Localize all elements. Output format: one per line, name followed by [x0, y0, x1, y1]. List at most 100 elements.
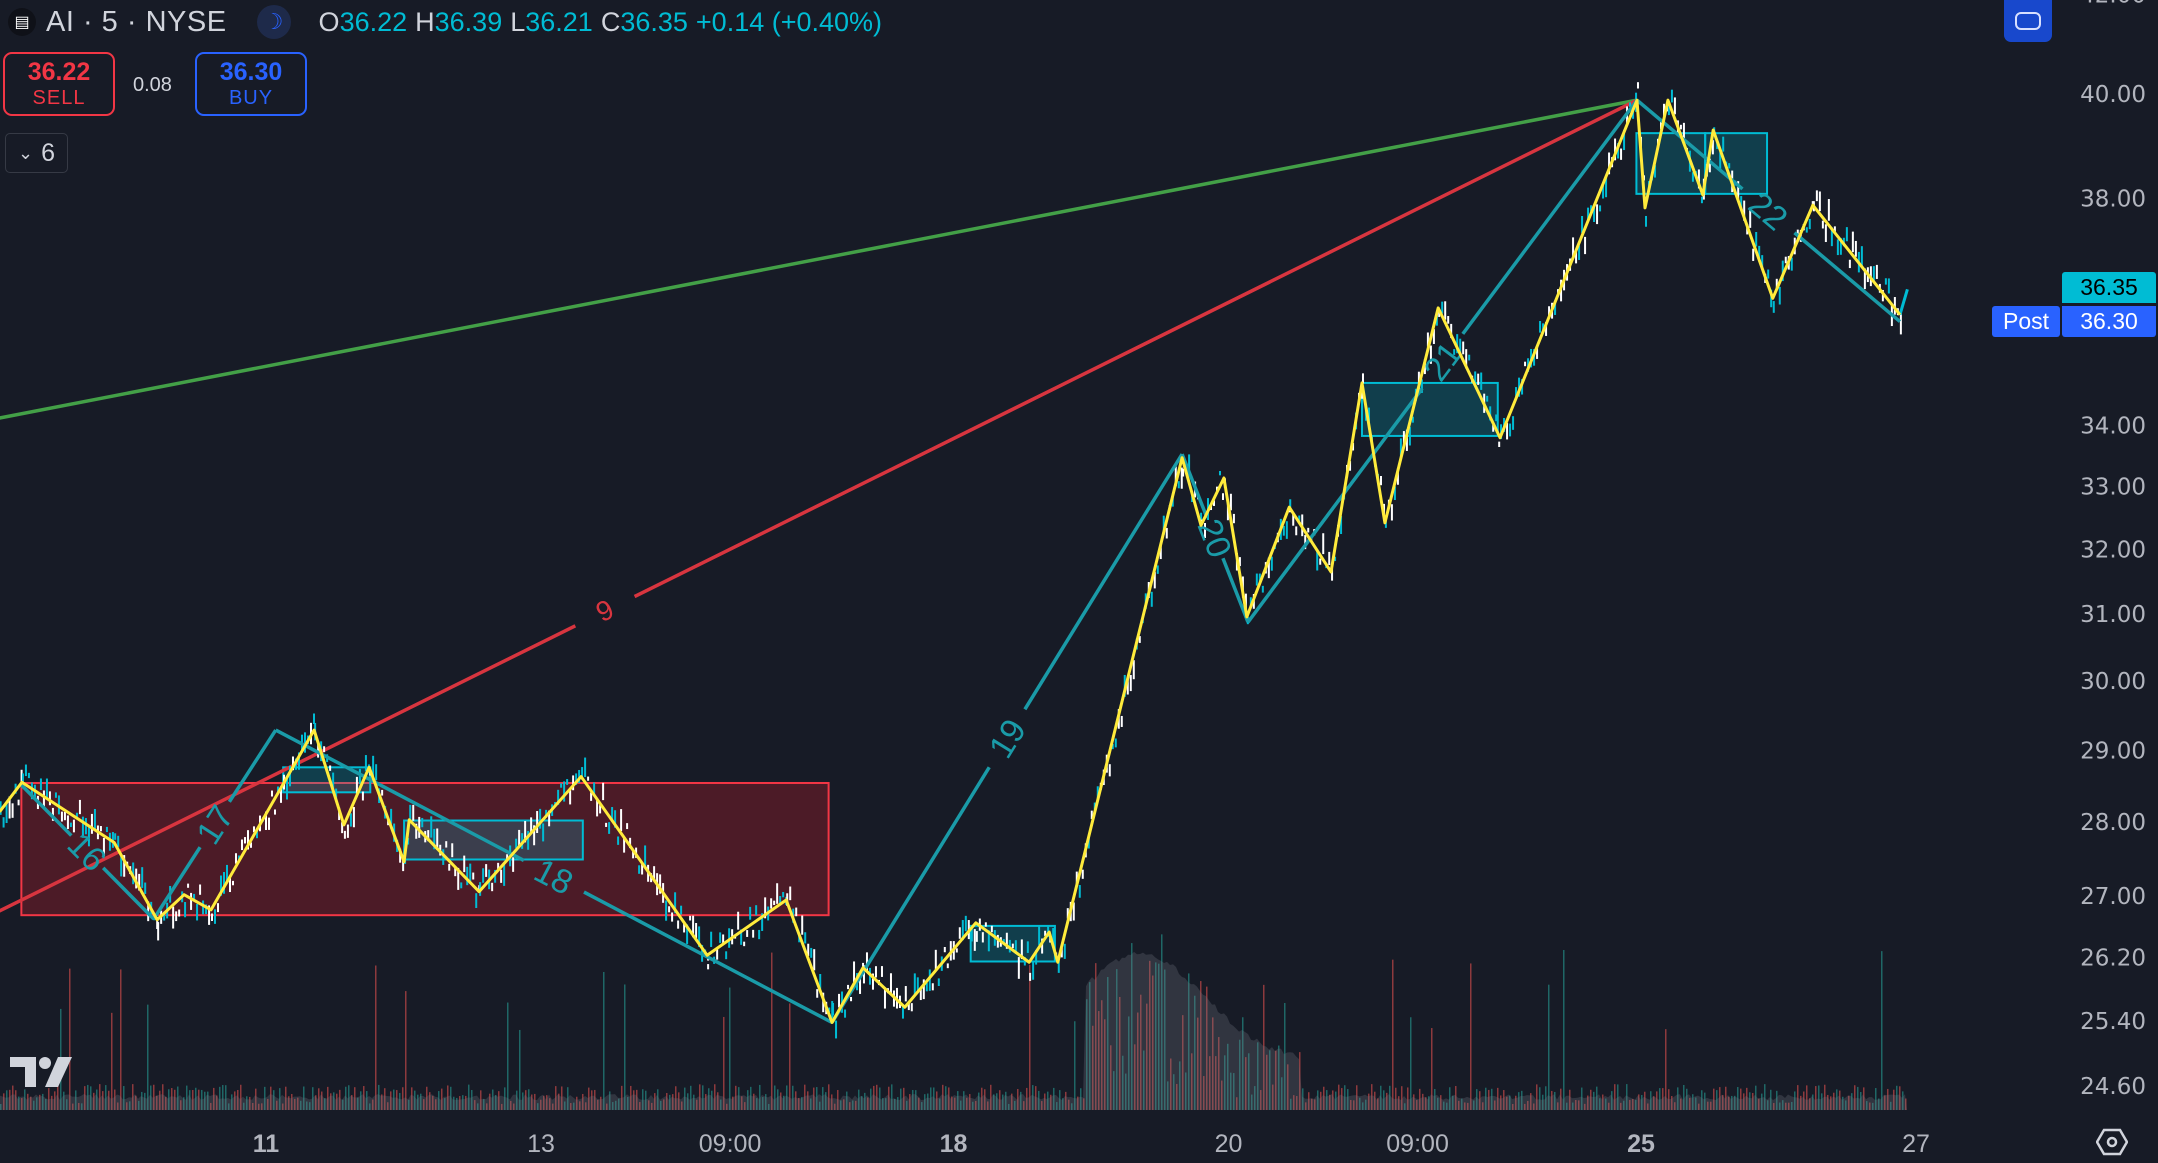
volume-bar: [1203, 1076, 1205, 1110]
price-bar: [442, 849, 445, 865]
volume-bar: [993, 1094, 995, 1110]
price-bar: [1770, 289, 1773, 308]
price-bar: [1108, 764, 1111, 777]
price-bar: [1851, 231, 1854, 253]
price-bar: [463, 855, 466, 873]
price-bar: [42, 790, 45, 809]
volume-bar: [1026, 1087, 1028, 1110]
volume-bar: [564, 1101, 566, 1110]
volume-bar: [1254, 1086, 1256, 1110]
volume-bar: [471, 1089, 473, 1110]
volume-bar: [837, 1090, 839, 1110]
volume-bar: [1797, 1085, 1799, 1110]
major-zigzag-segment: [152, 846, 202, 920]
major-zigzag-segment: [583, 890, 833, 1025]
volume-bar: [516, 1090, 518, 1110]
volume-bar: [78, 1102, 80, 1110]
price-bar: [329, 765, 332, 771]
volume-bar: [1437, 1097, 1439, 1110]
price-bar: [265, 811, 267, 830]
ohlc-legend: O36.22 H36.39 L36.21 C36.35 +0.14 (+0.40…: [319, 7, 883, 38]
price-bar: [1177, 481, 1180, 489]
volume-bar: [1014, 1100, 1016, 1110]
price-bar: [409, 804, 412, 820]
price-bar: [1818, 191, 1821, 212]
volume-bar: [1743, 1093, 1745, 1110]
volume-bar: [1272, 1084, 1274, 1110]
trend-line-green: [0, 98, 1638, 420]
price-bar: [45, 778, 48, 800]
price-bar: [913, 973, 916, 996]
price-bar: [402, 858, 405, 872]
price-bar: [835, 1020, 838, 1039]
volume-bar: [477, 1103, 479, 1110]
price-bar: [560, 783, 563, 788]
price-bar: [1222, 493, 1224, 500]
symbol-title[interactable]: AI · 5 · NYSE: [46, 5, 227, 38]
volume-bar: [1278, 1045, 1280, 1110]
volume-bar: [1815, 1086, 1817, 1110]
volume-bar: [297, 1097, 299, 1110]
price-bar: [614, 810, 617, 828]
volume-bar: [327, 1086, 329, 1110]
time-axis[interactable]: 11 13 09:00 18 20 09:00 25 27: [253, 1130, 1930, 1158]
indicators-toggle[interactable]: ⌄ 6: [5, 133, 68, 173]
sell-button[interactable]: 36.22 SELL: [3, 52, 115, 116]
volume-bar: [171, 1088, 173, 1110]
volume-bar: [147, 1004, 149, 1110]
price-bar: [880, 966, 883, 977]
price-bar: [341, 822, 344, 834]
volume-bar: [1242, 1017, 1244, 1110]
volume-bar: [1701, 1090, 1703, 1110]
buy-button[interactable]: 36.30 BUY: [195, 52, 307, 116]
volume-bar: [906, 1100, 908, 1110]
fullscreen-button[interactable]: [2004, 0, 2052, 42]
volume-bar: [480, 1090, 482, 1110]
volume-bar: [879, 1087, 881, 1110]
volume-bar: [747, 1090, 749, 1110]
price-bar: [1545, 322, 1548, 336]
volume-bar: [291, 1094, 293, 1110]
fullscreen-icon: [2015, 12, 2041, 30]
volume-bar: [126, 1102, 128, 1110]
volume-bar: [1836, 1089, 1838, 1110]
price-bar: [996, 934, 999, 948]
volume-bar: [195, 1087, 197, 1110]
tradingview-logo[interactable]: [10, 1055, 72, 1089]
volume-bar: [1062, 1098, 1064, 1110]
volume-bar: [1734, 1095, 1736, 1110]
volume-bar: [783, 1095, 785, 1110]
moon-icon[interactable]: ☽: [256, 5, 291, 39]
volume-bar: [1458, 1100, 1460, 1110]
price-bar: [381, 789, 384, 796]
volume-bar: [729, 987, 731, 1110]
volume-bar: [1320, 1091, 1322, 1110]
volume-bar: [417, 1094, 419, 1110]
settings-gear-icon[interactable]: [2096, 1128, 2128, 1156]
volume-ma-area: [0, 951, 1907, 1110]
price-axis[interactable]: 42.00 40.00 38.00 34.00 33.00 32.00 31.00 30.00…: [2080, 0, 2146, 1100]
volume-bar: [912, 1089, 914, 1110]
price-bar: [1002, 939, 1005, 945]
price-bar: [1740, 196, 1743, 211]
volume-bar: [1524, 1103, 1526, 1110]
price-bar: [961, 920, 964, 941]
volume-bar: [1188, 973, 1190, 1110]
volume-bar: [1224, 1055, 1226, 1110]
volume-bar: [108, 1090, 110, 1110]
price-bar: [313, 713, 315, 725]
volume-bar: [264, 1086, 266, 1110]
ohlc-value: 36.35: [620, 6, 688, 37]
price-bar: [491, 882, 494, 892]
volume-bar: [570, 1103, 572, 1110]
price-bar: [84, 818, 87, 835]
volume-bar: [1341, 1088, 1343, 1110]
volume-bar: [249, 1096, 251, 1110]
volume-bar: [576, 1096, 578, 1110]
price-bar: [990, 925, 993, 933]
price-change: +0.14 (+0.40%): [695, 6, 883, 37]
price-bar: [722, 934, 725, 945]
volume-bar: [48, 1088, 50, 1110]
tradingview-book-icon[interactable]: ▤: [8, 8, 36, 36]
